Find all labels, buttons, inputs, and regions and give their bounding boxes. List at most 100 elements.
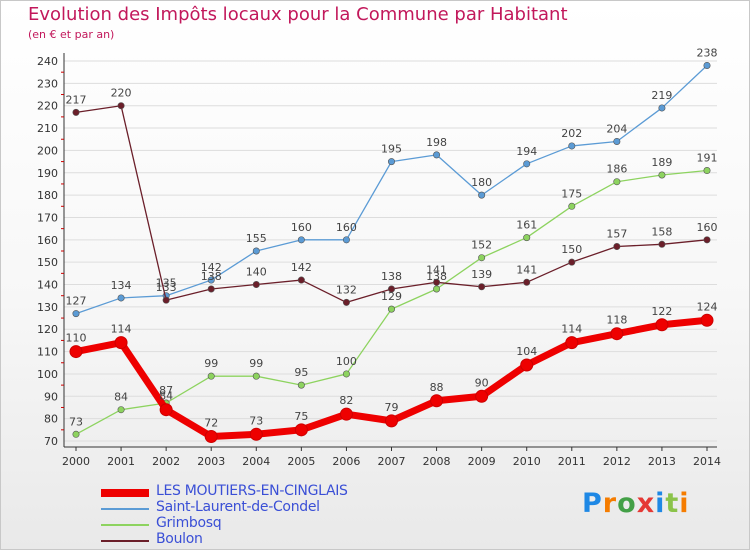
data-point — [613, 178, 621, 186]
y-tick-label: 240 — [37, 55, 58, 68]
data-point — [72, 108, 80, 116]
x-tick-label: 2001 — [107, 455, 135, 468]
data-label: 88 — [430, 381, 444, 394]
data-label: 124 — [697, 300, 718, 313]
y-tick-label: 180 — [37, 189, 58, 202]
data-label: 189 — [651, 156, 672, 169]
series-lines — [69, 61, 714, 444]
data-label: 186 — [606, 163, 627, 176]
y-tick-label: 140 — [37, 279, 58, 292]
data-point — [69, 345, 83, 359]
x-tick-label: 2002 — [152, 455, 180, 468]
y-tick-label: 160 — [37, 234, 58, 247]
data-point — [342, 298, 350, 306]
data-point — [117, 102, 125, 110]
data-label: 160 — [336, 221, 357, 234]
y-tick-label: 200 — [37, 144, 58, 157]
data-point — [339, 407, 353, 421]
x-tick-label: 2009 — [468, 455, 496, 468]
data-label: 72 — [204, 417, 218, 430]
brand-letter: t — [665, 488, 680, 519]
data-label: 100 — [336, 355, 357, 368]
x-tick-label: 2004 — [242, 455, 270, 468]
data-point — [114, 336, 128, 350]
x-tick-label: 2010 — [513, 455, 541, 468]
data-point — [387, 158, 395, 166]
data-label: 161 — [516, 219, 537, 232]
x-tick-label: 2006 — [332, 455, 360, 468]
data-point — [252, 372, 260, 380]
data-label: 202 — [561, 127, 582, 140]
y-tick-label: 110 — [37, 346, 58, 359]
data-point — [252, 247, 260, 255]
data-label: 152 — [471, 239, 492, 252]
x-tick-label: 2011 — [558, 455, 586, 468]
data-label: 73 — [249, 414, 263, 427]
chart-title: Evolution des Impôts locaux pour la Comm… — [28, 4, 568, 25]
data-label: 180 — [471, 176, 492, 189]
data-label: 84 — [159, 390, 173, 403]
y-tick-label: 190 — [37, 167, 58, 180]
y-tick-label: 170 — [37, 211, 58, 224]
data-label: 135 — [156, 277, 177, 290]
data-point — [252, 281, 260, 289]
data-label: 79 — [385, 401, 399, 414]
data-label: 95 — [294, 366, 308, 379]
data-point — [475, 389, 489, 403]
proxiti-logo: Proxiti — [582, 488, 690, 519]
data-point — [297, 381, 305, 389]
data-point — [342, 370, 350, 378]
data-point — [159, 403, 173, 417]
data-point — [162, 296, 170, 304]
data-point — [433, 285, 441, 293]
data-label: 195 — [381, 143, 402, 156]
data-point — [568, 142, 576, 150]
x-tick-label: 2000 — [62, 455, 90, 468]
data-point — [703, 61, 711, 69]
data-label: 139 — [471, 268, 492, 281]
data-label: 110 — [66, 332, 87, 345]
data-point — [249, 427, 263, 441]
legend-label: Grimbosq — [156, 515, 222, 531]
data-point — [613, 137, 621, 145]
data-point — [297, 236, 305, 244]
y-tick-label: 70 — [44, 435, 58, 448]
line-chart: 7080901001101201301401501601701801902002… — [37, 46, 721, 468]
data-label: 132 — [336, 283, 357, 296]
legend-label: Saint-Laurent-de-Condel — [156, 499, 320, 515]
data-label: 99 — [249, 357, 263, 370]
data-point — [117, 406, 125, 414]
data-point — [610, 327, 624, 341]
data-point — [385, 414, 398, 428]
data-label: 220 — [111, 87, 132, 100]
y-tick-label: 130 — [37, 301, 58, 314]
data-point — [700, 313, 714, 327]
data-label: 114 — [111, 323, 132, 336]
data-label: 219 — [651, 89, 672, 102]
data-label: 138 — [201, 270, 222, 283]
data-point — [658, 171, 666, 179]
data-point — [207, 372, 215, 380]
grid — [64, 60, 717, 442]
data-point — [207, 276, 215, 284]
data-label: 198 — [426, 136, 447, 149]
data-point — [297, 276, 305, 284]
data-label: 118 — [606, 314, 627, 327]
legend-swatch — [101, 524, 149, 526]
data-label: 114 — [561, 323, 582, 336]
data-label: 73 — [69, 415, 83, 428]
y-tick-label: 210 — [37, 122, 58, 135]
data-label: 150 — [561, 243, 582, 256]
data-point — [72, 310, 80, 318]
data-label: 238 — [697, 46, 718, 59]
data-point — [703, 167, 711, 175]
brand-letter: x — [636, 488, 656, 519]
x-tick-label: 2005 — [287, 455, 315, 468]
y-tick-label: 90 — [44, 390, 58, 403]
data-label: 141 — [426, 263, 447, 276]
data-label: 99 — [204, 357, 218, 370]
data-point — [613, 243, 621, 251]
y-tick-label: 230 — [37, 77, 58, 90]
data-point — [565, 336, 579, 350]
